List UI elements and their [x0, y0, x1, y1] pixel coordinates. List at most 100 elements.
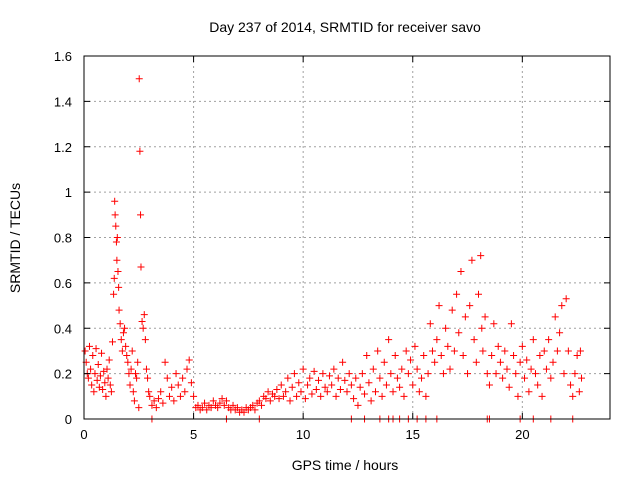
data-point — [85, 342, 93, 350]
data-point — [576, 347, 584, 355]
data-point — [431, 358, 439, 366]
chart-title: Day 237 of 2014, SRMTID for receiver sav… — [209, 19, 481, 35]
data-point — [116, 320, 124, 328]
data-point — [317, 392, 325, 400]
data-point — [127, 365, 135, 373]
data-point — [114, 268, 122, 276]
data-point — [330, 365, 338, 373]
data-point — [126, 381, 134, 389]
x-tick-label: 0 — [80, 427, 87, 442]
data-point — [187, 379, 195, 387]
data-point — [485, 381, 493, 389]
data-point — [284, 374, 292, 382]
data-point — [553, 347, 561, 355]
data-point — [157, 388, 165, 396]
plot-frame — [83, 55, 611, 420]
data-point — [172, 370, 180, 378]
data-point — [112, 238, 120, 246]
data-point — [321, 383, 329, 391]
data-point — [190, 392, 198, 400]
data-point — [413, 365, 421, 373]
x-axis-label: GPS time / hours — [292, 457, 399, 473]
data-point — [371, 388, 379, 396]
data-point — [315, 376, 323, 384]
data-point — [273, 386, 281, 394]
data-point — [299, 365, 307, 373]
data-point — [128, 347, 136, 355]
data-point — [512, 370, 520, 378]
grid-lines — [84, 56, 610, 419]
data-point — [152, 404, 160, 412]
data-point — [361, 390, 369, 398]
data-point — [562, 295, 570, 303]
data-point — [137, 211, 145, 219]
y-tick-label: 1.6 — [54, 49, 72, 64]
data-point — [345, 370, 353, 378]
data-point — [569, 392, 577, 400]
data-point — [201, 399, 209, 407]
data-point — [135, 75, 143, 83]
data-point — [277, 381, 285, 389]
data-point — [358, 370, 366, 378]
data-point — [198, 404, 206, 412]
y-tick-label: 0.8 — [54, 231, 72, 246]
data-point — [488, 351, 496, 359]
data-point — [295, 379, 303, 387]
data-point — [455, 329, 463, 337]
data-point — [531, 370, 539, 378]
data-point — [141, 336, 149, 344]
data-point — [536, 351, 544, 359]
data-point — [220, 401, 228, 409]
data-point — [459, 351, 467, 359]
data-point — [138, 317, 146, 325]
data-point — [251, 406, 259, 414]
data-point — [174, 381, 182, 389]
data-point — [396, 383, 404, 391]
data-point — [450, 347, 458, 355]
data-point — [140, 311, 148, 319]
data-point — [422, 392, 430, 400]
data-point — [255, 397, 263, 405]
data-point — [402, 347, 410, 355]
data-point — [216, 399, 224, 407]
data-point — [144, 374, 152, 382]
data-point — [286, 397, 294, 405]
data-point — [477, 252, 485, 260]
data-point — [549, 358, 557, 366]
data-point — [478, 324, 486, 332]
data-point — [575, 388, 583, 396]
data-point — [165, 392, 173, 400]
data-point — [181, 388, 189, 396]
data-point — [132, 370, 140, 378]
data-point — [475, 290, 482, 298]
data-point — [96, 372, 104, 380]
data-point — [521, 374, 529, 382]
data-point — [310, 367, 318, 375]
data-point — [363, 351, 371, 359]
data-point — [102, 392, 110, 400]
data-point — [428, 347, 436, 355]
data-point — [115, 306, 123, 314]
data-point — [393, 374, 401, 382]
data-point — [328, 381, 336, 389]
data-point — [523, 356, 531, 364]
data-point — [163, 374, 171, 382]
data-point — [551, 313, 559, 321]
data-point — [99, 386, 107, 394]
data-point — [89, 351, 97, 359]
data-point — [332, 392, 340, 400]
data-point — [262, 395, 270, 403]
data-point — [483, 370, 491, 378]
data-point — [380, 358, 388, 366]
data-point — [439, 370, 447, 378]
data-point — [323, 388, 331, 396]
data-point — [170, 397, 178, 405]
data-point — [130, 397, 138, 405]
data-point — [293, 392, 301, 400]
data-point — [304, 381, 312, 389]
data-point — [387, 370, 395, 378]
data-point — [571, 370, 579, 378]
data-point — [472, 358, 480, 366]
data-point — [448, 306, 456, 314]
